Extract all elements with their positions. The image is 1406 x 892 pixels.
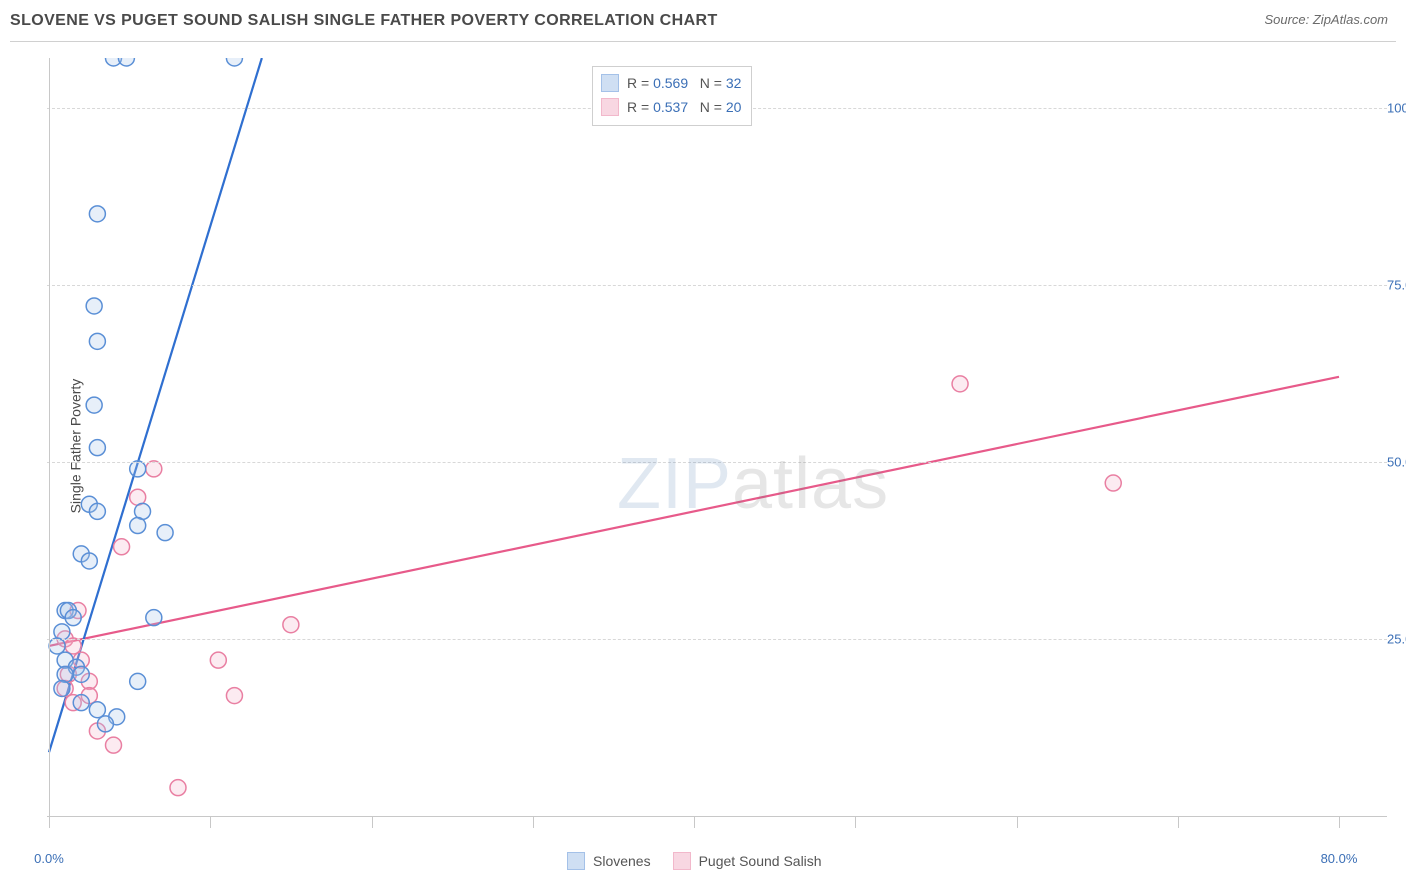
legend-item: Puget Sound Salish: [673, 852, 822, 870]
legend-item: Slovenes: [567, 852, 651, 870]
legend-label: Puget Sound Salish: [699, 853, 822, 869]
data-point: [86, 298, 102, 314]
data-point: [114, 539, 130, 555]
trendline: [49, 377, 1339, 646]
stats-row: R = 0.537 N = 20: [601, 95, 741, 119]
stats-row: R = 0.569 N = 32: [601, 71, 741, 95]
x-tick-mark: [1178, 816, 1179, 828]
scatter-svg: [47, 58, 1387, 838]
data-point: [89, 503, 105, 519]
data-point: [952, 376, 968, 392]
x-tick-mark: [694, 816, 695, 828]
y-tick-label: 25.0%: [1387, 631, 1406, 646]
data-point: [210, 652, 226, 668]
data-point: [130, 673, 146, 689]
data-point: [226, 688, 242, 704]
data-point: [86, 397, 102, 413]
y-tick-label: 100.0%: [1387, 100, 1406, 115]
data-point: [89, 702, 105, 718]
x-tick-label: 0.0%: [34, 851, 64, 866]
data-point: [73, 695, 89, 711]
plot-area: 25.0%50.0%75.0%100.0%0.0%80.0%ZIPatlasR …: [47, 58, 1387, 838]
x-tick-mark: [533, 816, 534, 828]
data-point: [97, 716, 113, 732]
data-point: [65, 610, 81, 626]
x-tick-mark: [49, 816, 50, 828]
data-point: [65, 638, 81, 654]
data-point: [118, 58, 134, 66]
legend-swatch: [673, 852, 691, 870]
stats-legend: R = 0.569 N = 32 R = 0.537 N = 20: [592, 66, 752, 126]
x-tick-mark: [1339, 816, 1340, 828]
data-point: [89, 206, 105, 222]
x-tick-mark: [1017, 816, 1018, 828]
x-tick-label: 80.0%: [1321, 851, 1358, 866]
legend-label: Slovenes: [593, 853, 651, 869]
chart-title: SLOVENE VS PUGET SOUND SALISH SINGLE FAT…: [10, 12, 718, 30]
gridline: [47, 462, 1387, 463]
data-point: [89, 440, 105, 456]
y-tick-label: 75.0%: [1387, 277, 1406, 292]
x-tick-mark: [855, 816, 856, 828]
data-point: [226, 58, 242, 66]
series-legend: Slovenes Puget Sound Salish: [567, 852, 822, 870]
gridline: [47, 285, 1387, 286]
data-point: [54, 680, 70, 696]
legend-swatch: [601, 74, 619, 92]
data-point: [146, 461, 162, 477]
data-point: [170, 780, 186, 796]
x-tick-mark: [210, 816, 211, 828]
y-tick-label: 50.0%: [1387, 454, 1406, 469]
stats-text: R = 0.569 N = 32: [627, 75, 741, 91]
data-point: [283, 617, 299, 633]
y-axis-line: [49, 58, 50, 816]
x-tick-mark: [372, 816, 373, 828]
data-point: [106, 737, 122, 753]
data-point: [49, 638, 65, 654]
data-point: [130, 461, 146, 477]
data-point: [146, 610, 162, 626]
legend-swatch: [567, 852, 585, 870]
source-label: Source: ZipAtlas.com: [1264, 12, 1396, 27]
stats-text: R = 0.537 N = 20: [627, 99, 741, 115]
data-point: [1105, 475, 1121, 491]
data-point: [89, 333, 105, 349]
x-axis-line: [47, 816, 1387, 817]
gridline: [47, 639, 1387, 640]
legend-swatch: [601, 98, 619, 116]
data-point: [157, 525, 173, 541]
data-point: [57, 666, 73, 682]
chart-header: SLOVENE VS PUGET SOUND SALISH SINGLE FAT…: [10, 12, 1396, 42]
data-point: [73, 666, 89, 682]
data-point: [130, 518, 146, 534]
data-point: [81, 553, 97, 569]
